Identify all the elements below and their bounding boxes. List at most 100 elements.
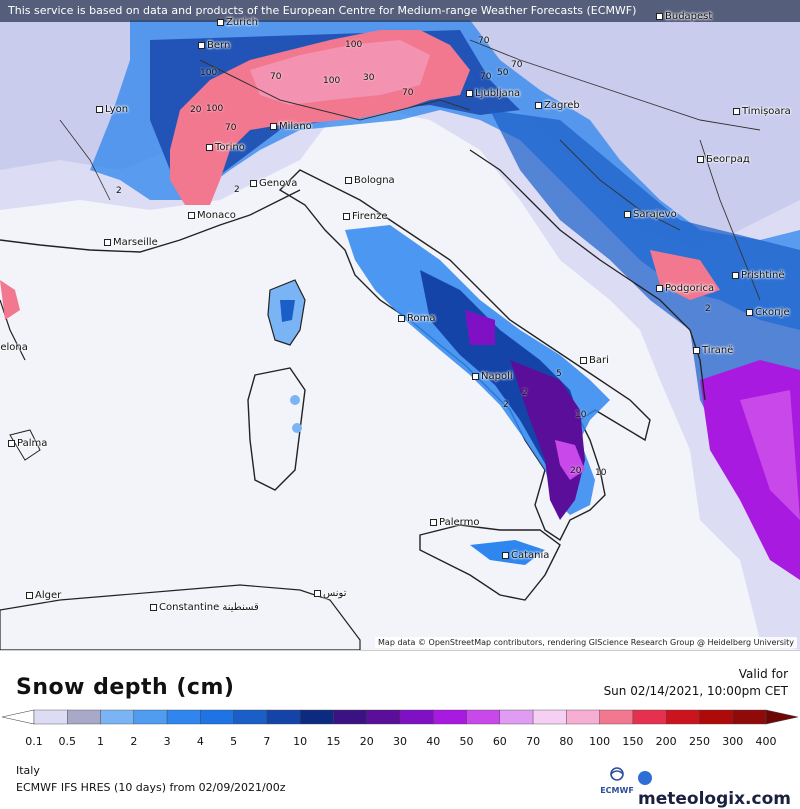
scale-tick-label: 300 (722, 735, 744, 748)
contour-label: 30 (363, 73, 375, 83)
city-label: Zagreb (535, 100, 580, 111)
city-label: Catania (502, 550, 549, 561)
color-scale-bar (1, 709, 799, 725)
city-label: Bologna (345, 175, 395, 186)
contour-label: 70 (511, 60, 523, 70)
city-label: Palermo (430, 517, 479, 528)
ecmwf-notice: This service is based on data and produc… (0, 0, 800, 22)
scale-swatch (599, 709, 634, 725)
city-label: Firenze (343, 211, 388, 222)
scale-tick-label: 400 (755, 735, 777, 748)
scale-swatch (333, 709, 367, 725)
contour-label: 70 (225, 123, 237, 133)
scale-swatch (532, 709, 567, 725)
scale-swatch (233, 709, 268, 725)
contour-label: 20 (190, 105, 202, 115)
meteologix-logo[interactable]: meteologix.com (638, 769, 800, 809)
city-label: Milano (270, 121, 312, 132)
city-marker-icon (198, 41, 205, 49)
contour-label: 70 (270, 72, 282, 82)
city-marker-icon (188, 211, 195, 219)
contour-label: 70 (480, 72, 492, 82)
city-label: Barcelona (0, 342, 28, 353)
city-marker-icon (472, 372, 479, 380)
scale-tick-label: 60 (492, 735, 507, 748)
city-label: Alger (26, 590, 61, 601)
city-label: Sarajevo (624, 209, 677, 220)
city-label: Marseille (104, 237, 158, 248)
scale-swatch (33, 709, 68, 725)
scale-tick-label: 30 (393, 735, 407, 748)
city-label: Roma (398, 313, 436, 324)
scale-swatch (299, 709, 334, 725)
map-attribution: Map data © OpenStreetMap contributors, r… (375, 637, 797, 648)
model-run-label: ECMWF IFS HRES (10 days) from 02/09/2021… (16, 781, 286, 794)
city-marker-icon (430, 518, 437, 526)
valid-for-label: Valid for (738, 667, 788, 681)
scale-tick-label: 80 (559, 735, 574, 748)
city-marker-icon (697, 155, 704, 163)
city-label: Београд (697, 154, 750, 165)
scale-swatch (466, 709, 501, 725)
scale-tick-label: 50 (459, 735, 474, 748)
scale-tick-label: 70 (526, 735, 541, 748)
contour-label: 70 (402, 88, 414, 98)
scale-tick-label: 4 (196, 735, 204, 748)
snow-depth-map[interactable]: This service is based on data and produc… (0, 0, 800, 650)
city-label: Palma (8, 438, 47, 449)
scale-tick-label: 250 (688, 735, 710, 748)
contour-label: 5 (556, 369, 562, 379)
scale-swatch (499, 709, 534, 725)
city-marker-icon (535, 101, 542, 109)
city-marker-icon (217, 18, 224, 26)
city-label: Prishtinë (732, 270, 784, 281)
contour-label: 2 (522, 388, 528, 398)
legend-title: Snow depth (cm) (16, 675, 235, 700)
city-label: Ljubljana (466, 88, 520, 99)
scale-tick-label: 150 (622, 735, 644, 748)
city-marker-icon (466, 89, 473, 97)
contour-label: 10 (595, 468, 607, 478)
scale-tick-label: 100 (589, 735, 611, 748)
scale-swatch (266, 709, 301, 725)
city-marker-icon (624, 210, 631, 218)
scale-swatch (67, 709, 101, 725)
contour-label: 2 (234, 185, 240, 195)
scale-swatch (200, 709, 234, 725)
city-label: Tiranë (693, 345, 733, 356)
scale-tick-label: 40 (426, 735, 441, 748)
city-marker-icon (693, 346, 700, 354)
city-marker-icon (343, 212, 350, 220)
scale-swatch (732, 709, 767, 725)
city-label: Zurich (217, 17, 258, 28)
scale-tick-label: 7 (263, 735, 271, 748)
scale-tick-label: 200 (655, 735, 677, 748)
city-label: Monaco (188, 210, 236, 221)
city-marker-icon (733, 107, 740, 115)
city-marker-icon (26, 591, 33, 599)
contour-label: 100 (200, 68, 218, 78)
city-label: Constantine قسنطينة (150, 602, 259, 613)
city-marker-icon (150, 603, 157, 611)
city-marker-icon (580, 356, 587, 364)
city-marker-icon (96, 105, 103, 113)
city-label: Скопје (746, 307, 790, 318)
contour-label: 70 (478, 36, 490, 46)
city-label: Podgorica (656, 283, 714, 294)
scale-tick-label: 10 (293, 735, 308, 748)
scale-swatch (433, 709, 467, 725)
map-canvas (0, 0, 800, 650)
ecmwf-logo-icon (610, 767, 624, 781)
contour-label: 20 (570, 466, 582, 476)
city-marker-icon (502, 551, 509, 559)
city-marker-icon (270, 122, 277, 130)
city-marker-icon (746, 308, 753, 316)
ecmwf-logo: ECMWF (600, 766, 634, 796)
scale-arrow-high (765, 709, 799, 725)
scale-tick-label: 20 (359, 735, 374, 748)
scale-swatch (100, 709, 135, 725)
city-label: Genova (250, 178, 297, 189)
city-marker-icon (8, 439, 15, 447)
city-marker-icon (656, 284, 663, 292)
valid-time: Sun 02/14/2021, 10:00pm CET (603, 684, 788, 698)
